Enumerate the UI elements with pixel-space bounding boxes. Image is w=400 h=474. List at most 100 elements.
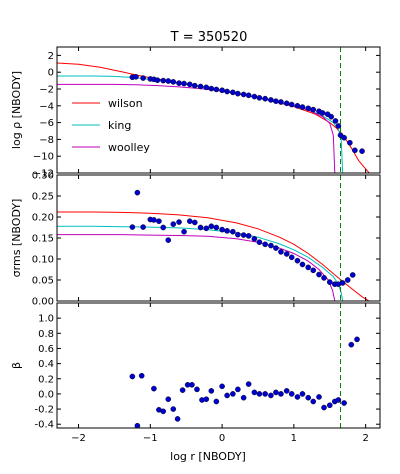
data-point <box>352 147 358 154</box>
data-point <box>310 106 317 113</box>
y-tick-label: 0.0 <box>38 389 54 400</box>
data-point <box>245 92 252 99</box>
series-line-woolley <box>57 83 336 173</box>
data-point <box>251 389 258 396</box>
data-point <box>283 100 290 107</box>
data-point <box>245 233 252 239</box>
data-point <box>310 267 317 274</box>
data-point <box>194 386 200 393</box>
data-point <box>213 86 220 93</box>
data-point <box>224 228 230 234</box>
data-point <box>176 80 182 86</box>
data-point <box>288 254 295 261</box>
axes-frame <box>56 46 381 174</box>
data-point <box>348 341 355 348</box>
data-point <box>294 394 301 400</box>
data-point <box>256 239 263 245</box>
data-point <box>319 110 326 116</box>
y-tick-label: −4 <box>39 101 54 112</box>
data-point <box>339 280 346 286</box>
data-point <box>305 105 312 112</box>
data-point <box>230 391 236 397</box>
panel-anisotropy: -0.4 -0.2 0.0 0.2 0.4 0.6 0.8 1.0 −2 −1 0 1 2 β <box>10 302 381 444</box>
data-point <box>288 391 295 397</box>
data-point <box>262 241 268 248</box>
plot-area-anisotropy <box>129 303 360 428</box>
data-point <box>213 224 220 231</box>
y-tick-label: 2 <box>48 51 54 62</box>
data-point <box>305 394 312 401</box>
y-tick-label: 0.6 <box>38 344 54 355</box>
data-point <box>189 382 195 388</box>
data-point <box>347 139 353 146</box>
data-point <box>359 148 365 154</box>
data-point <box>328 113 334 120</box>
data-point <box>129 373 136 380</box>
data-point <box>344 277 351 283</box>
data-point <box>134 422 141 428</box>
data-point <box>170 79 177 85</box>
data-point <box>310 398 317 405</box>
data-point <box>262 95 268 102</box>
x-tick-label: 0 <box>219 433 225 444</box>
data-point <box>197 83 204 90</box>
data-point <box>273 98 279 104</box>
data-point <box>341 400 347 406</box>
legend: wilson king woolley <box>72 97 150 154</box>
data-point <box>349 272 356 278</box>
data-point <box>256 95 263 101</box>
data-point <box>192 82 198 89</box>
data-point <box>251 93 258 100</box>
x-tick-label: −2 <box>71 433 86 444</box>
data-point <box>354 336 360 343</box>
data-point <box>240 394 247 401</box>
data-point <box>268 242 274 249</box>
data-point <box>219 87 225 94</box>
y-tick-label: −12 <box>33 169 54 180</box>
y-tick-label: 1.0 <box>38 314 54 325</box>
data-point <box>138 372 145 379</box>
data-point <box>235 386 241 393</box>
data-point <box>192 219 198 226</box>
data-point <box>332 118 339 124</box>
data-point <box>208 388 215 394</box>
data-point <box>240 91 247 98</box>
data-point <box>181 228 187 235</box>
y-tick-label: −6 <box>39 118 54 129</box>
data-point <box>294 257 301 264</box>
data-point <box>299 261 306 268</box>
data-point <box>224 392 230 399</box>
data-point <box>294 103 301 109</box>
data-point <box>268 97 274 103</box>
data-point <box>230 228 236 235</box>
y-axis-label: β <box>10 362 23 369</box>
x-axis-label: log r [NBODY] <box>170 450 246 463</box>
data-point <box>256 391 263 397</box>
data-point <box>203 396 210 403</box>
data-point <box>186 81 193 88</box>
data-point <box>278 249 284 255</box>
data-point <box>321 404 327 411</box>
plot-area-density <box>57 47 370 173</box>
y-tick-label: −2 <box>39 85 54 96</box>
data-point <box>197 224 204 231</box>
data-point <box>240 232 247 238</box>
data-point <box>251 236 258 242</box>
data-point <box>165 237 172 243</box>
figure-title: T = 350520 <box>170 30 248 45</box>
data-point <box>151 217 157 223</box>
data-point <box>230 89 236 96</box>
data-point <box>140 224 146 230</box>
series-line-king <box>57 225 344 301</box>
data-point <box>278 99 284 105</box>
data-point <box>129 224 136 230</box>
y-tick-label: 0.30 <box>32 171 54 182</box>
axes-frame <box>56 302 381 429</box>
data-point <box>224 88 230 95</box>
data-point <box>160 77 167 84</box>
data-point <box>283 251 290 257</box>
series-line-woolley <box>57 234 336 301</box>
